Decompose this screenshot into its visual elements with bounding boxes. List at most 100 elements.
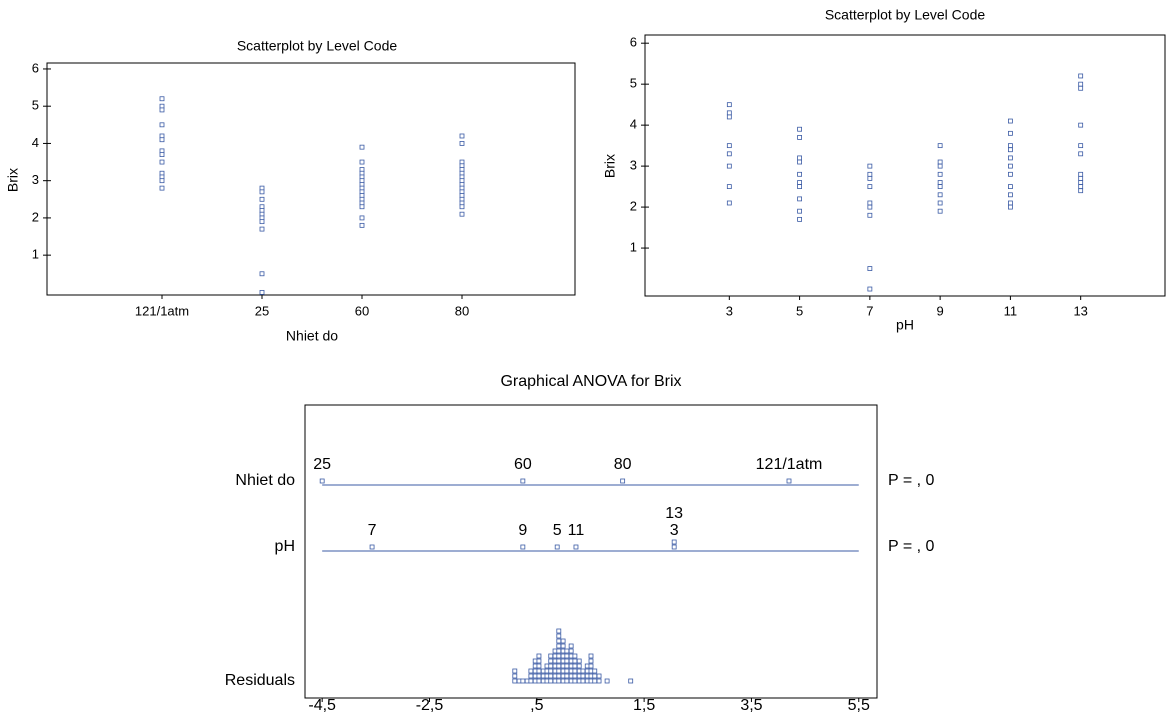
point	[797, 171, 802, 177]
residual-point	[572, 653, 578, 659]
residual-point	[628, 678, 634, 684]
point	[1078, 81, 1084, 87]
chart-title: Graphical ANOVA for Brix	[500, 373, 681, 390]
residual-point	[548, 658, 554, 664]
point	[867, 184, 873, 190]
residual-point	[556, 663, 562, 669]
residual-point	[592, 673, 598, 679]
point	[459, 141, 465, 146]
point	[1078, 143, 1084, 149]
point	[1008, 163, 1013, 169]
residual-point	[556, 673, 562, 679]
point	[459, 204, 465, 210]
x-tick-label: 3,5	[740, 697, 762, 714]
point-label: 80	[614, 456, 632, 473]
residual-point	[564, 663, 570, 669]
residual-point	[556, 648, 562, 654]
point	[1078, 85, 1084, 91]
residual-point	[556, 643, 562, 649]
point	[937, 163, 943, 169]
residual-point	[560, 643, 566, 649]
point	[937, 184, 943, 190]
residual-point	[572, 673, 578, 679]
point	[726, 200, 732, 206]
residual-point	[548, 668, 554, 674]
residual-point	[556, 628, 562, 634]
point	[459, 211, 465, 217]
residual-point	[528, 668, 534, 674]
residual-point	[556, 633, 562, 639]
residual-point	[548, 663, 554, 669]
y-axis-label: Brix	[602, 154, 618, 178]
y-tick-label: 3	[32, 172, 39, 187]
residual-point	[536, 663, 542, 669]
point	[159, 137, 165, 143]
residual-point	[572, 658, 578, 664]
point	[797, 159, 802, 165]
point	[159, 178, 165, 184]
y-tick-label: 1	[630, 239, 637, 254]
residual-point	[548, 673, 554, 679]
point	[620, 478, 626, 484]
point-label: 9	[518, 522, 527, 539]
point	[1008, 204, 1013, 210]
x-tick-label: 1,5	[633, 697, 655, 714]
point	[369, 544, 375, 550]
point	[554, 544, 560, 550]
point	[159, 159, 165, 165]
point	[867, 266, 873, 271]
y-tick-label: 6	[630, 35, 637, 50]
residual-point	[512, 673, 518, 679]
point	[867, 212, 873, 218]
residual-point	[564, 658, 570, 664]
point	[1008, 155, 1013, 161]
point	[797, 126, 802, 132]
y-tick-label: 5	[32, 98, 39, 113]
x-tick-label: 25	[255, 303, 269, 318]
x-tick-label: 60	[355, 303, 369, 318]
point	[359, 215, 365, 221]
point	[786, 478, 792, 484]
point	[1078, 73, 1084, 79]
point	[259, 219, 265, 225]
point	[726, 114, 732, 120]
row-label: pH	[275, 538, 295, 555]
point-label: 25	[313, 456, 331, 473]
point	[797, 184, 802, 190]
point	[520, 478, 526, 484]
point	[1078, 188, 1084, 194]
residual-point	[528, 673, 534, 679]
point	[1008, 192, 1013, 198]
residual-point	[588, 658, 594, 664]
point	[726, 184, 732, 190]
x-tick-label: -2,5	[416, 697, 444, 714]
point	[1078, 176, 1084, 181]
y-tick-label: 2	[630, 199, 637, 214]
row-label: Residuals	[225, 672, 295, 689]
point	[159, 185, 165, 191]
point	[1078, 184, 1084, 190]
point	[259, 226, 265, 232]
point	[1008, 200, 1013, 206]
point	[1078, 151, 1084, 157]
point-label: 121/1atm	[756, 456, 823, 473]
point	[359, 144, 365, 150]
point	[1008, 147, 1013, 153]
residual-point	[568, 643, 574, 649]
point	[726, 143, 732, 149]
point	[867, 200, 873, 206]
chart-title: Scatterplot by Level Code	[237, 38, 398, 54]
residual-point	[528, 678, 534, 684]
point	[937, 180, 943, 185]
point	[159, 107, 165, 113]
point	[1008, 171, 1013, 177]
residual-point	[580, 668, 586, 674]
point	[1008, 118, 1013, 124]
point	[937, 192, 943, 198]
x-axis-label: pH	[896, 317, 914, 333]
point	[937, 159, 943, 165]
point	[867, 176, 873, 181]
point	[797, 196, 802, 202]
residual-point	[588, 653, 594, 659]
y-tick-label: 6	[32, 60, 39, 75]
